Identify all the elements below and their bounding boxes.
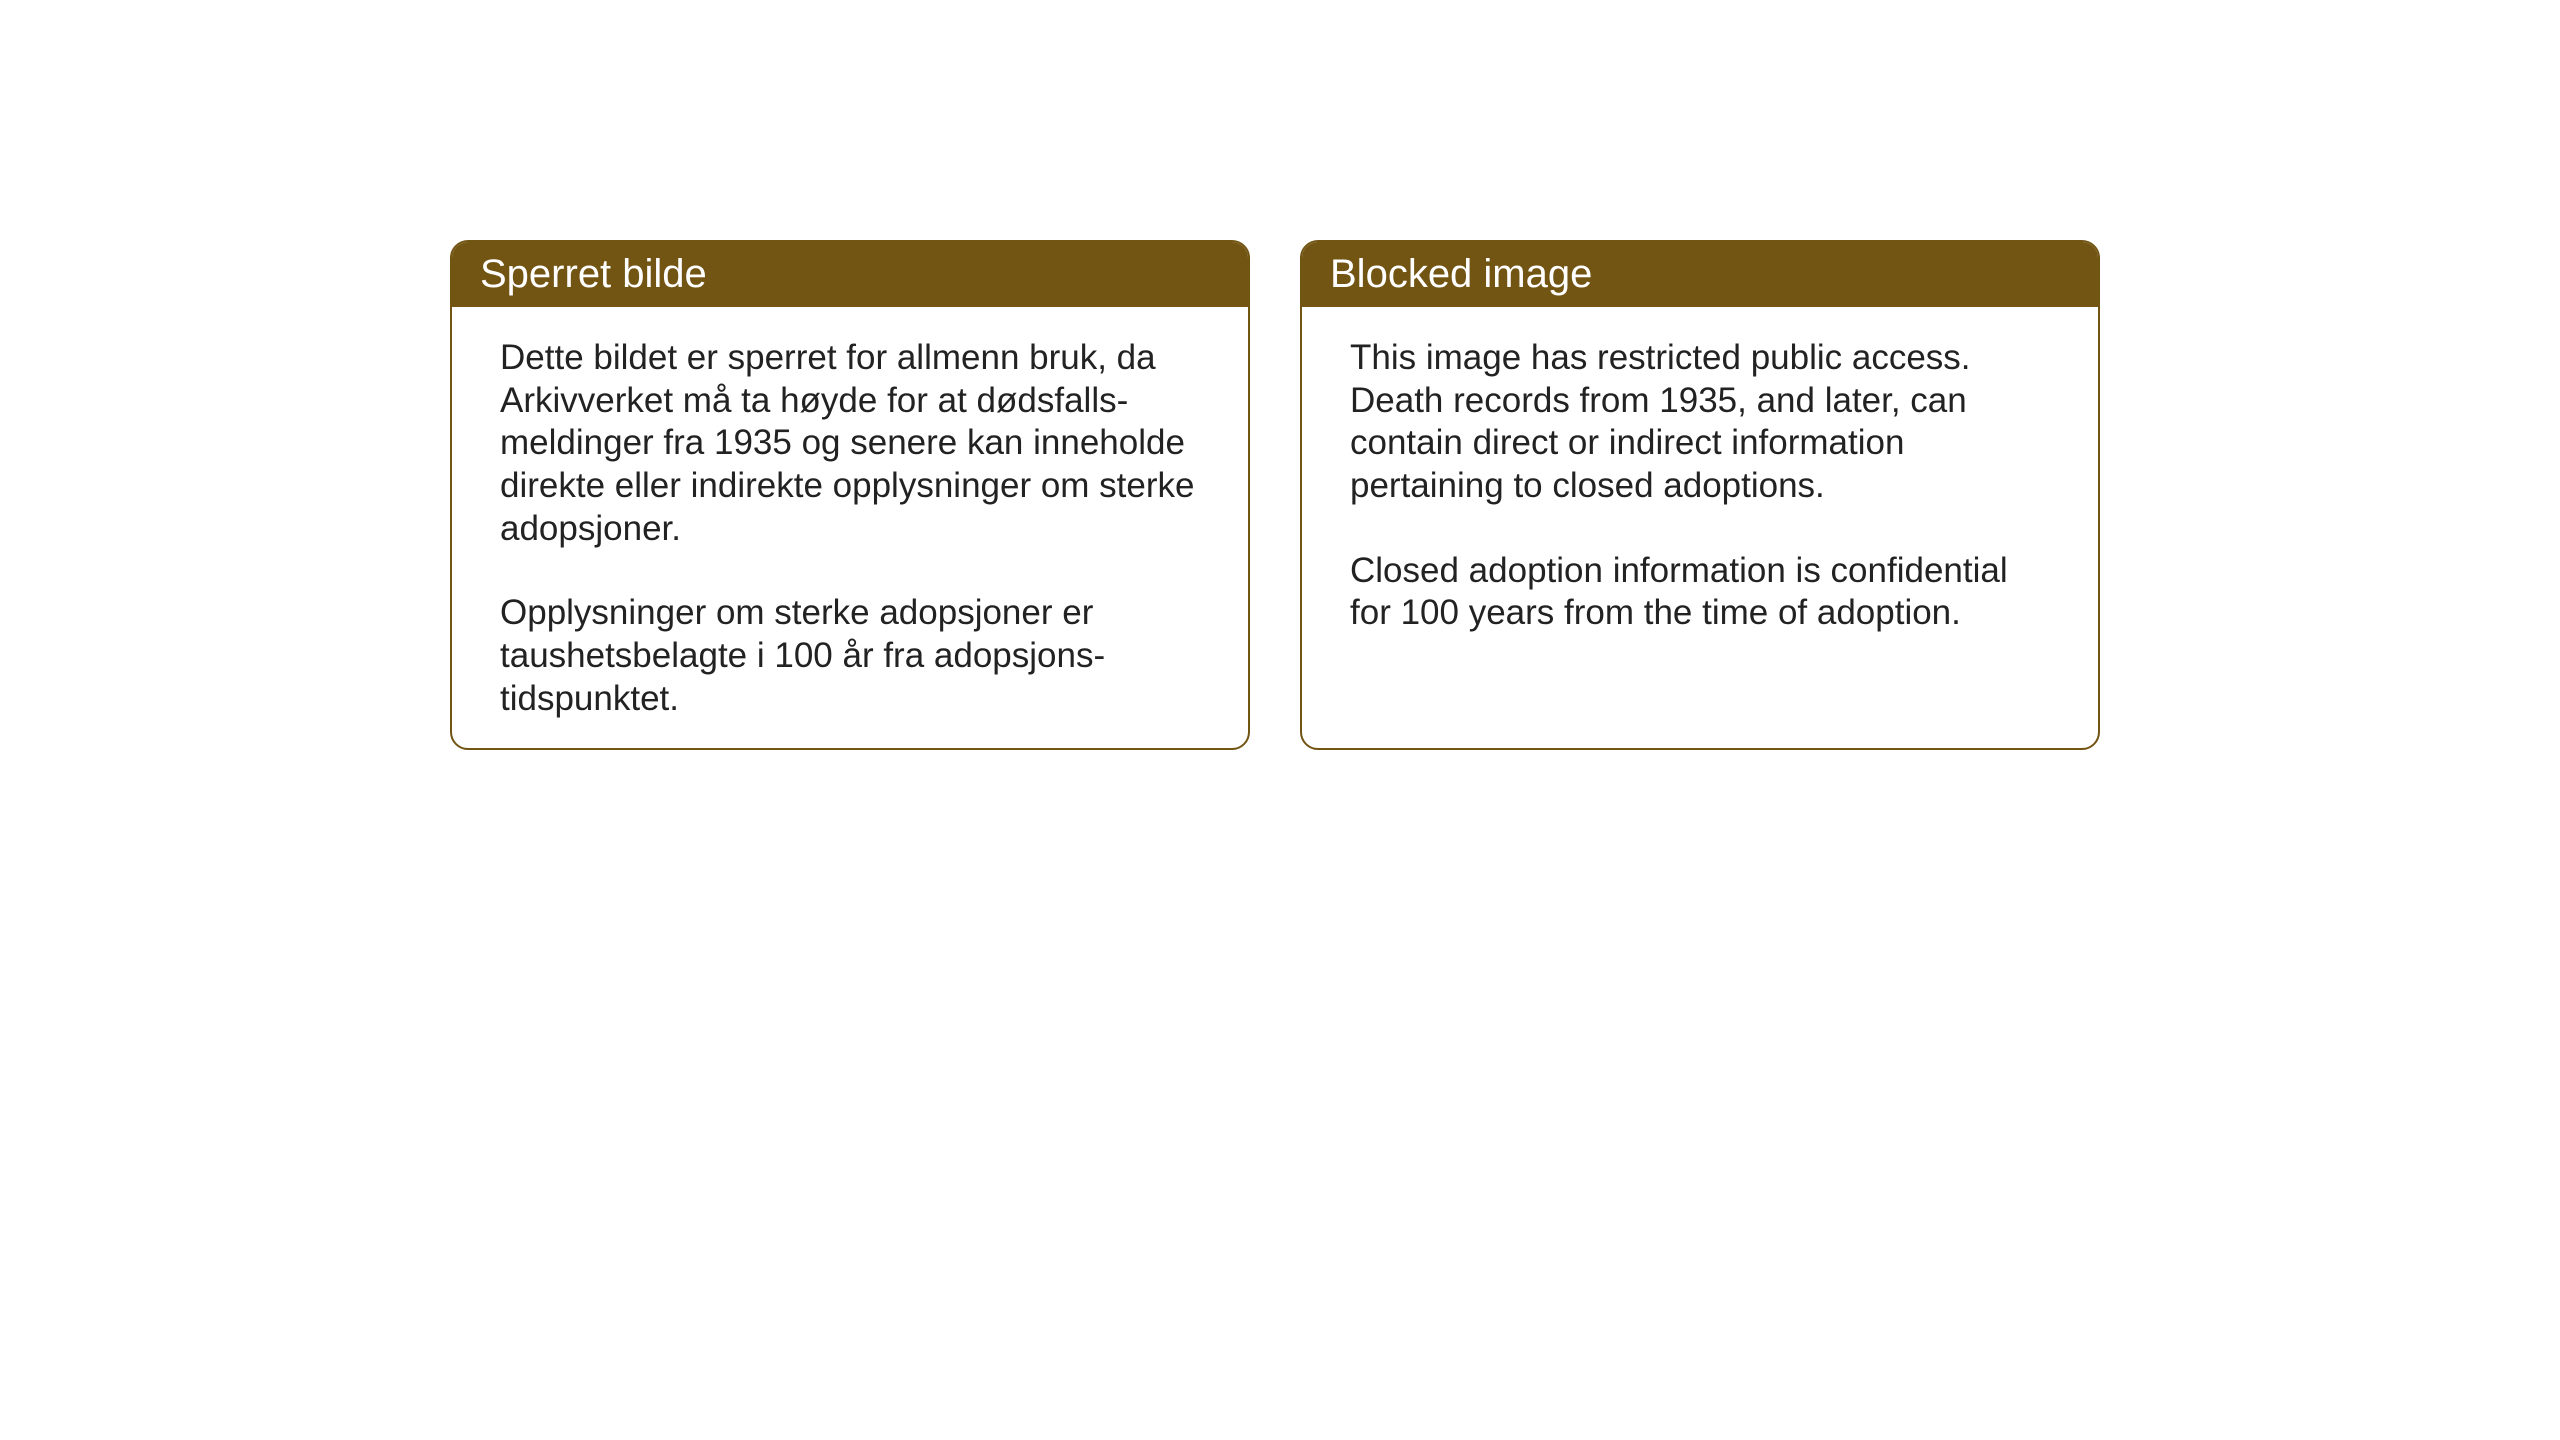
english-paragraph-1: This image has restricted public access.… bbox=[1350, 337, 2050, 508]
norwegian-notice-card: Sperret bilde Dette bildet er sperret fo… bbox=[450, 240, 1250, 750]
english-notice-card: Blocked image This image has restricted … bbox=[1300, 240, 2100, 750]
norwegian-card-body: Dette bildet er sperret for allmenn bruk… bbox=[452, 307, 1248, 750]
notice-container: Sperret bilde Dette bildet er sperret fo… bbox=[450, 240, 2100, 750]
norwegian-card-title: Sperret bilde bbox=[452, 242, 1248, 307]
english-paragraph-2: Closed adoption information is confident… bbox=[1350, 550, 2050, 635]
norwegian-paragraph-1: Dette bildet er sperret for allmenn bruk… bbox=[500, 337, 1200, 550]
english-card-title: Blocked image bbox=[1302, 242, 2098, 307]
english-card-body: This image has restricted public access.… bbox=[1302, 307, 2098, 665]
norwegian-paragraph-2: Opplysninger om sterke adopsjoner er tau… bbox=[500, 592, 1200, 720]
